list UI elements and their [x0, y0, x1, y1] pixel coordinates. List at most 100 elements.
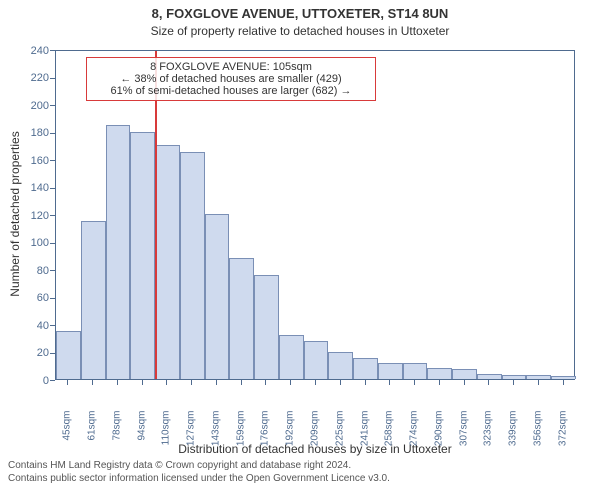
- page-subtitle: Size of property relative to detached ho…: [0, 24, 600, 38]
- x-tick-mark: [488, 380, 489, 385]
- x-tick-label: 258sqm: [384, 411, 395, 461]
- x-tick-label: 290sqm: [433, 411, 444, 461]
- y-tick-label: 160: [19, 155, 49, 167]
- y-tick-label: 60: [19, 292, 49, 304]
- histogram-bar: [254, 275, 279, 380]
- x-tick-label: 241sqm: [359, 411, 370, 461]
- histogram-bar: [353, 358, 378, 379]
- histogram-bar: [229, 258, 254, 379]
- x-tick-label: 323sqm: [483, 411, 494, 461]
- histogram-bar: [328, 352, 353, 380]
- y-tick-label: 200: [19, 100, 49, 112]
- x-tick-mark: [191, 380, 192, 385]
- y-tick-mark: [50, 78, 55, 79]
- histogram-bar: [180, 152, 205, 379]
- x-tick-label: 78sqm: [111, 411, 122, 461]
- annotation-box: 8 FOXGLOVE AVENUE: 105sqm← 38% of detach…: [86, 57, 376, 101]
- x-tick-label: 225sqm: [334, 411, 345, 461]
- x-tick-label: 127sqm: [186, 411, 197, 461]
- y-tick-label: 40: [19, 320, 49, 332]
- y-tick-mark: [50, 105, 55, 106]
- x-tick-mark: [538, 380, 539, 385]
- histogram-bar: [502, 375, 527, 379]
- histogram-bar: [403, 363, 428, 380]
- y-tick-label: 220: [19, 72, 49, 84]
- footer-line: Contains HM Land Registry data © Crown c…: [8, 460, 592, 473]
- plot-area: 8 FOXGLOVE AVENUE: 105sqm← 38% of detach…: [55, 50, 575, 380]
- y-tick-label: 100: [19, 237, 49, 249]
- x-tick-label: 45sqm: [62, 411, 73, 461]
- histogram-bar: [526, 375, 551, 379]
- attribution-footer: Contains HM Land Registry data © Crown c…: [0, 460, 600, 485]
- x-tick-label: 61sqm: [87, 411, 98, 461]
- annotation-line: ← 38% of detached houses are smaller (42…: [93, 73, 369, 85]
- x-tick-mark: [290, 380, 291, 385]
- y-tick-label: 20: [19, 347, 49, 359]
- y-tick-label: 0: [19, 375, 49, 387]
- histogram-bar: [56, 331, 81, 379]
- annotation-line: 8 FOXGLOVE AVENUE: 105sqm: [93, 61, 369, 73]
- x-tick-mark: [439, 380, 440, 385]
- y-tick-mark: [50, 160, 55, 161]
- y-tick-label: 120: [19, 210, 49, 222]
- histogram-bar: [477, 374, 502, 380]
- histogram-bar: [378, 363, 403, 380]
- x-tick-mark: [265, 380, 266, 385]
- histogram-bar: [304, 341, 329, 380]
- x-tick-label: 176sqm: [260, 411, 271, 461]
- histogram-bar: [155, 145, 180, 379]
- x-tick-mark: [513, 380, 514, 385]
- x-tick-label: 209sqm: [310, 411, 321, 461]
- x-tick-label: 356sqm: [532, 411, 543, 461]
- x-tick-mark: [563, 380, 564, 385]
- y-tick-label: 180: [19, 127, 49, 139]
- x-tick-label: 339sqm: [508, 411, 519, 461]
- x-tick-label: 94sqm: [136, 411, 147, 461]
- chart-container: Number of detached properties 8 FOXGLOVE…: [55, 50, 575, 380]
- histogram-bar: [452, 369, 477, 379]
- histogram-bar: [279, 335, 304, 379]
- histogram-bar: [130, 132, 155, 380]
- histogram-bar: [81, 221, 106, 379]
- y-tick-mark: [50, 270, 55, 271]
- y-tick-mark: [50, 188, 55, 189]
- x-tick-mark: [389, 380, 390, 385]
- y-tick-mark: [50, 325, 55, 326]
- x-tick-mark: [92, 380, 93, 385]
- histogram-bar: [205, 214, 230, 379]
- page-title: 8, FOXGLOVE AVENUE, UTTOXETER, ST14 8UN: [0, 6, 600, 21]
- y-tick-mark: [50, 133, 55, 134]
- y-tick-mark: [50, 215, 55, 216]
- x-tick-label: 274sqm: [409, 411, 420, 461]
- x-tick-label: 192sqm: [285, 411, 296, 461]
- y-tick-label: 240: [19, 45, 49, 57]
- x-tick-mark: [241, 380, 242, 385]
- y-tick-mark: [50, 353, 55, 354]
- x-tick-mark: [67, 380, 68, 385]
- x-tick-mark: [142, 380, 143, 385]
- y-tick-mark: [50, 243, 55, 244]
- y-tick-label: 140: [19, 182, 49, 194]
- histogram-bar: [427, 368, 452, 379]
- annotation-line: 61% of semi-detached houses are larger (…: [93, 85, 369, 97]
- histogram-bar: [551, 376, 576, 379]
- x-tick-mark: [414, 380, 415, 385]
- x-tick-mark: [464, 380, 465, 385]
- y-tick-label: 80: [19, 265, 49, 277]
- x-tick-label: 143sqm: [210, 411, 221, 461]
- y-tick-mark: [50, 298, 55, 299]
- x-tick-mark: [315, 380, 316, 385]
- x-tick-label: 110sqm: [161, 411, 172, 461]
- x-tick-label: 159sqm: [235, 411, 246, 461]
- x-tick-mark: [216, 380, 217, 385]
- x-tick-mark: [365, 380, 366, 385]
- x-tick-label: 307sqm: [458, 411, 469, 461]
- x-tick-mark: [340, 380, 341, 385]
- footer-line: Contains public sector information licen…: [8, 473, 592, 486]
- y-tick-mark: [50, 380, 55, 381]
- x-tick-mark: [117, 380, 118, 385]
- x-tick-mark: [166, 380, 167, 385]
- histogram-bar: [106, 125, 131, 379]
- y-tick-mark: [50, 50, 55, 51]
- x-tick-label: 372sqm: [557, 411, 568, 461]
